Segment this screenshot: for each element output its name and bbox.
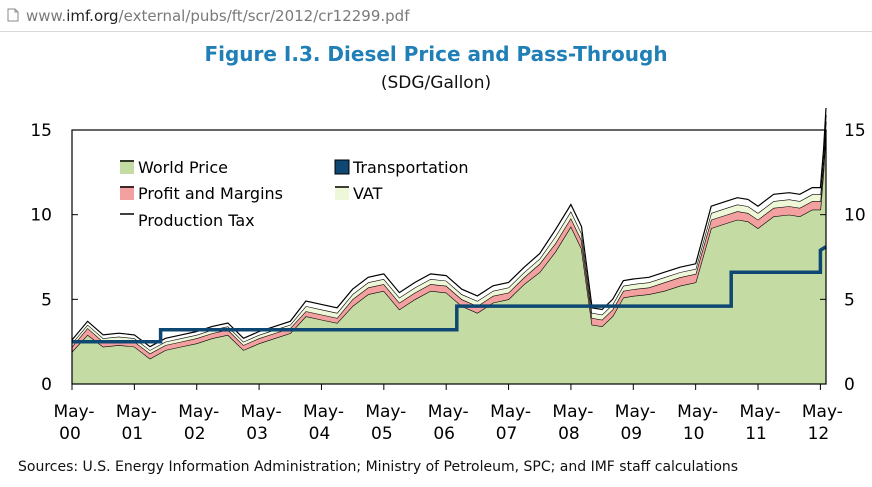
legend-item-prodtax: Production Tax bbox=[120, 211, 255, 230]
x-tick-label: May- bbox=[178, 402, 219, 422]
sources-note: Sources: U.S. Energy Information Adminis… bbox=[18, 459, 739, 475]
prodtax-outline bbox=[71, 107, 827, 348]
x-tick-label-year: 10 bbox=[683, 424, 705, 444]
legend-swatch-vat bbox=[335, 186, 349, 200]
x-tick-label: May- bbox=[428, 402, 469, 422]
x-tick-label-year: 08 bbox=[558, 424, 580, 444]
x-tick-label-year: 07 bbox=[496, 424, 518, 444]
url-prefix: www. bbox=[26, 7, 67, 25]
x-tick-label-year: 09 bbox=[620, 424, 642, 444]
y-tick-label-left: 10 bbox=[30, 206, 52, 226]
x-tick-label: May- bbox=[740, 402, 781, 422]
x-tick-label-year: 03 bbox=[246, 424, 268, 444]
x-tick-label: May- bbox=[677, 402, 718, 422]
world-area bbox=[72, 130, 826, 384]
legend-item-transport: Transportation bbox=[334, 158, 469, 177]
plot-frame bbox=[71, 129, 827, 385]
x-tick-label: May- bbox=[802, 402, 843, 422]
legend-swatch-transport bbox=[334, 159, 350, 175]
y-tick-label-right: 0 bbox=[844, 375, 855, 395]
x-tick-label-year: 06 bbox=[433, 424, 455, 444]
legend-label-prodtax: Production Tax bbox=[138, 211, 255, 230]
legend-label-transport: Transportation bbox=[352, 158, 469, 177]
legend-label-vat: VAT bbox=[353, 184, 383, 203]
x-tick-label-year: 02 bbox=[184, 424, 206, 444]
x-tick-label-year: 11 bbox=[745, 424, 767, 444]
x-tick-label-year: 01 bbox=[122, 424, 144, 444]
x-tick-label: May- bbox=[490, 402, 531, 422]
figure-title: Figure I.3. Diesel Price and Pass-Throug… bbox=[204, 42, 668, 66]
url-host: imf.org bbox=[66, 7, 119, 25]
y-tick-label-left: 15 bbox=[30, 121, 52, 141]
legend-item-profit: Profit and Margins bbox=[120, 184, 283, 203]
x-tick-label: May- bbox=[303, 402, 344, 422]
legend-label-world: World Price bbox=[138, 158, 228, 177]
y-tick-label-right: 10 bbox=[844, 206, 866, 226]
x-tick-label: May- bbox=[241, 402, 282, 422]
x-tick-label: May- bbox=[54, 402, 95, 422]
legend-label-profit: Profit and Margins bbox=[138, 184, 283, 203]
browser-url-bar[interactable]: www.imf.org/external/pubs/ft/scr/2012/cr… bbox=[0, 0, 872, 32]
legend-swatch-profit bbox=[120, 186, 134, 200]
y-tick-label-left: 0 bbox=[41, 375, 52, 395]
legend-item-vat: VAT bbox=[335, 184, 383, 203]
legend-swatch-prodtax bbox=[120, 213, 134, 227]
url-path: /external/pubs/ft/scr/2012/cr12299.pdf bbox=[118, 7, 410, 25]
x-tick-label: May- bbox=[365, 402, 406, 422]
y-tick-label-left: 5 bbox=[41, 290, 52, 310]
figure-subtitle: (SDG/Gallon) bbox=[380, 73, 492, 93]
page-icon bbox=[7, 8, 19, 22]
x-tick-label-year: 12 bbox=[808, 424, 830, 444]
x-tick-label: May- bbox=[615, 402, 656, 422]
x-tick-label: May- bbox=[552, 402, 593, 422]
legend-swatch-world bbox=[120, 160, 134, 174]
legend-item-world: World Price bbox=[120, 158, 228, 177]
x-tick-label: May- bbox=[116, 402, 157, 422]
x-tick-label-year: 04 bbox=[309, 424, 331, 444]
y-tick-label-right: 15 bbox=[844, 121, 866, 141]
y-tick-label-right: 5 bbox=[844, 290, 855, 310]
transport-line bbox=[72, 245, 827, 344]
url-text[interactable]: www.imf.org/external/pubs/ft/scr/2012/cr… bbox=[26, 7, 409, 25]
x-tick-label-year: 00 bbox=[59, 424, 81, 444]
x-tick-label-year: 05 bbox=[371, 424, 393, 444]
